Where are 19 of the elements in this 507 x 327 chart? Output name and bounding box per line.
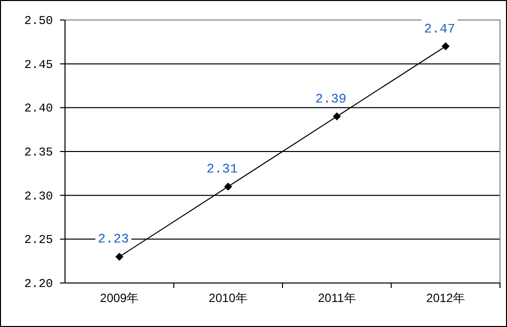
data-label: 2.47 [424,21,456,36]
data-label: 2.31 [206,162,238,177]
point [332,112,341,120]
x-tick-label: 2011年 [318,291,356,305]
point [442,42,450,50]
point [224,182,232,191]
x-tick-label: 2010年 [208,291,248,305]
y-tick-label: 2.50 [24,14,53,28]
y-tick-label: 2.35 [24,146,53,160]
data-label: 2.23 [98,232,129,247]
x-tick-label: 2012年 [426,291,465,305]
y-tick-label: 2.25 [24,233,53,248]
y-tick-label: 2.30 [24,189,53,204]
data-label: 2.39 [315,91,346,106]
point [115,252,124,261]
y-tick-label: 2.40 [24,102,53,116]
y-tick-label: 2.45 [24,58,53,72]
y-tick-label: 2.20 [24,277,53,291]
x-tick-label: 2009年 [100,291,139,305]
